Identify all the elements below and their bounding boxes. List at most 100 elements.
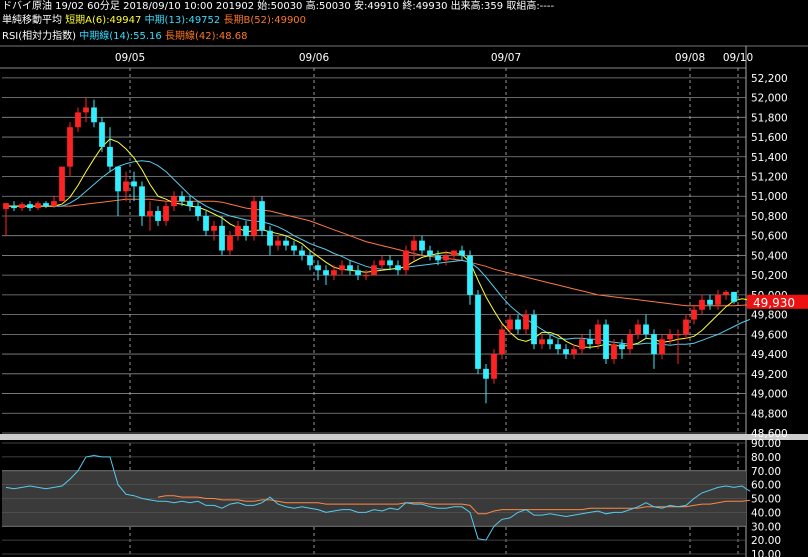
price-tick-label: 49,200	[751, 369, 788, 381]
candle-body	[227, 235, 233, 251]
price-tick-label: 48,800	[751, 408, 788, 420]
rsi-long-line	[157, 495, 751, 515]
candle-body	[483, 368, 489, 379]
last-price-label: 49,930	[753, 296, 795, 310]
candle-body	[331, 270, 337, 276]
candle-body	[667, 334, 673, 340]
candle-body	[323, 270, 329, 276]
rsi-legend: RSI(相対力指数) 中期線(14):55.16 長期線(42):48.68	[2, 31, 248, 43]
price-panel: 52,200 52,000 51,800 51,600 51,400 51,200 51,0…	[0, 45, 808, 557]
date-label: 09/06	[299, 52, 330, 64]
candle-body	[379, 260, 385, 266]
rsi-tick-label: 60.00	[751, 480, 781, 492]
rsi-legend-label: RSI(相対力指数)	[2, 31, 77, 42]
candle-body	[299, 250, 305, 256]
candle-body	[507, 319, 513, 330]
candle-body	[475, 294, 481, 369]
candle-body	[259, 201, 265, 231]
candle-body	[683, 319, 689, 335]
rsi-tick-label: 90.00	[751, 438, 781, 450]
candle-body	[427, 250, 433, 256]
candle-body	[267, 230, 273, 246]
candle-body	[3, 203, 9, 210]
ma-mid-legend: 中期(13):49752	[144, 15, 221, 26]
date-label: 09/08	[675, 52, 705, 64]
ma-short-line	[6, 138, 751, 348]
candle-body	[699, 299, 705, 310]
rsi-tick-label: 20.00	[751, 535, 781, 547]
candle-body	[563, 349, 569, 355]
panel-divider	[0, 434, 808, 440]
ma-short-legend: 短期A(6):49947	[65, 15, 142, 26]
candle-body	[347, 265, 353, 271]
ma-mid-line	[6, 160, 751, 346]
candle-body	[659, 339, 665, 355]
candle-body	[571, 349, 577, 355]
candle-body	[395, 265, 401, 271]
candle-body	[171, 196, 177, 207]
candle-body	[187, 201, 193, 207]
candle-body	[467, 255, 473, 295]
price-tick-label: 51,800	[751, 112, 788, 124]
candle-body	[643, 324, 649, 335]
candle-body	[51, 201, 57, 207]
candle-body	[411, 240, 417, 251]
candle-body	[611, 344, 617, 360]
candle-body	[123, 181, 129, 192]
candle-body	[515, 319, 521, 330]
candle-body	[443, 255, 449, 261]
rsi-tick-label: 30.00	[751, 521, 781, 533]
rsi-mid-line	[5, 454, 751, 541]
candle-body	[115, 166, 121, 192]
candle-body	[283, 240, 289, 246]
candle-body	[243, 225, 249, 236]
candle-body	[355, 270, 361, 276]
price-tick-label: 50,400	[751, 250, 788, 262]
candle-body	[131, 181, 137, 187]
candle-body	[499, 329, 505, 355]
candle-body	[715, 294, 721, 305]
rsi-tick-label: 10.00	[751, 549, 781, 557]
candle-body	[403, 250, 409, 271]
price-tick-label: 52,200	[751, 73, 788, 85]
candle-body	[219, 225, 225, 251]
price-tick-label: 49,400	[751, 349, 788, 361]
candle-body	[587, 339, 593, 345]
candle-body	[675, 334, 681, 336]
candle-body	[491, 354, 497, 379]
candle-body	[67, 127, 73, 167]
quote-header: ドバイ原油 19/02 60分足 2018/09/10 10:00 201902…	[2, 1, 555, 12]
price-tick-label: 50,600	[751, 231, 788, 243]
candle-body	[523, 314, 529, 330]
last-price-tag	[747, 294, 808, 309]
date-label: 09/05	[115, 52, 145, 64]
candle-body	[579, 339, 585, 350]
candle-body	[59, 166, 65, 202]
candle-body	[371, 265, 377, 276]
ma-long-legend: 長期B(52):49900	[223, 15, 307, 26]
candle-body	[435, 255, 441, 261]
candle-body	[163, 206, 169, 221]
candle-body	[275, 240, 281, 246]
rsi-tick-label: 80.00	[751, 452, 781, 464]
candle-body	[603, 324, 609, 360]
rsi-tick-label: 40.00	[751, 507, 781, 519]
candle-body	[459, 250, 465, 256]
price-tick-label: 51,600	[751, 132, 788, 144]
candle-body	[251, 201, 257, 236]
candle-body	[531, 314, 537, 345]
candle-body	[11, 206, 17, 209]
candle-body	[211, 225, 217, 231]
candle-body	[627, 334, 633, 350]
candle-body	[619, 344, 625, 350]
candle-body	[155, 211, 161, 221]
rsi-tick-label: 70.00	[751, 466, 781, 478]
candle-body	[43, 203, 49, 207]
rsi-mid-legend: 中期線(14):55.16	[79, 31, 162, 42]
candle-body	[91, 107, 97, 123]
candle-body	[35, 203, 41, 209]
ma-legend-label: 単純移動平均	[2, 15, 62, 26]
candle-body	[339, 265, 345, 271]
candle-body	[107, 146, 113, 167]
